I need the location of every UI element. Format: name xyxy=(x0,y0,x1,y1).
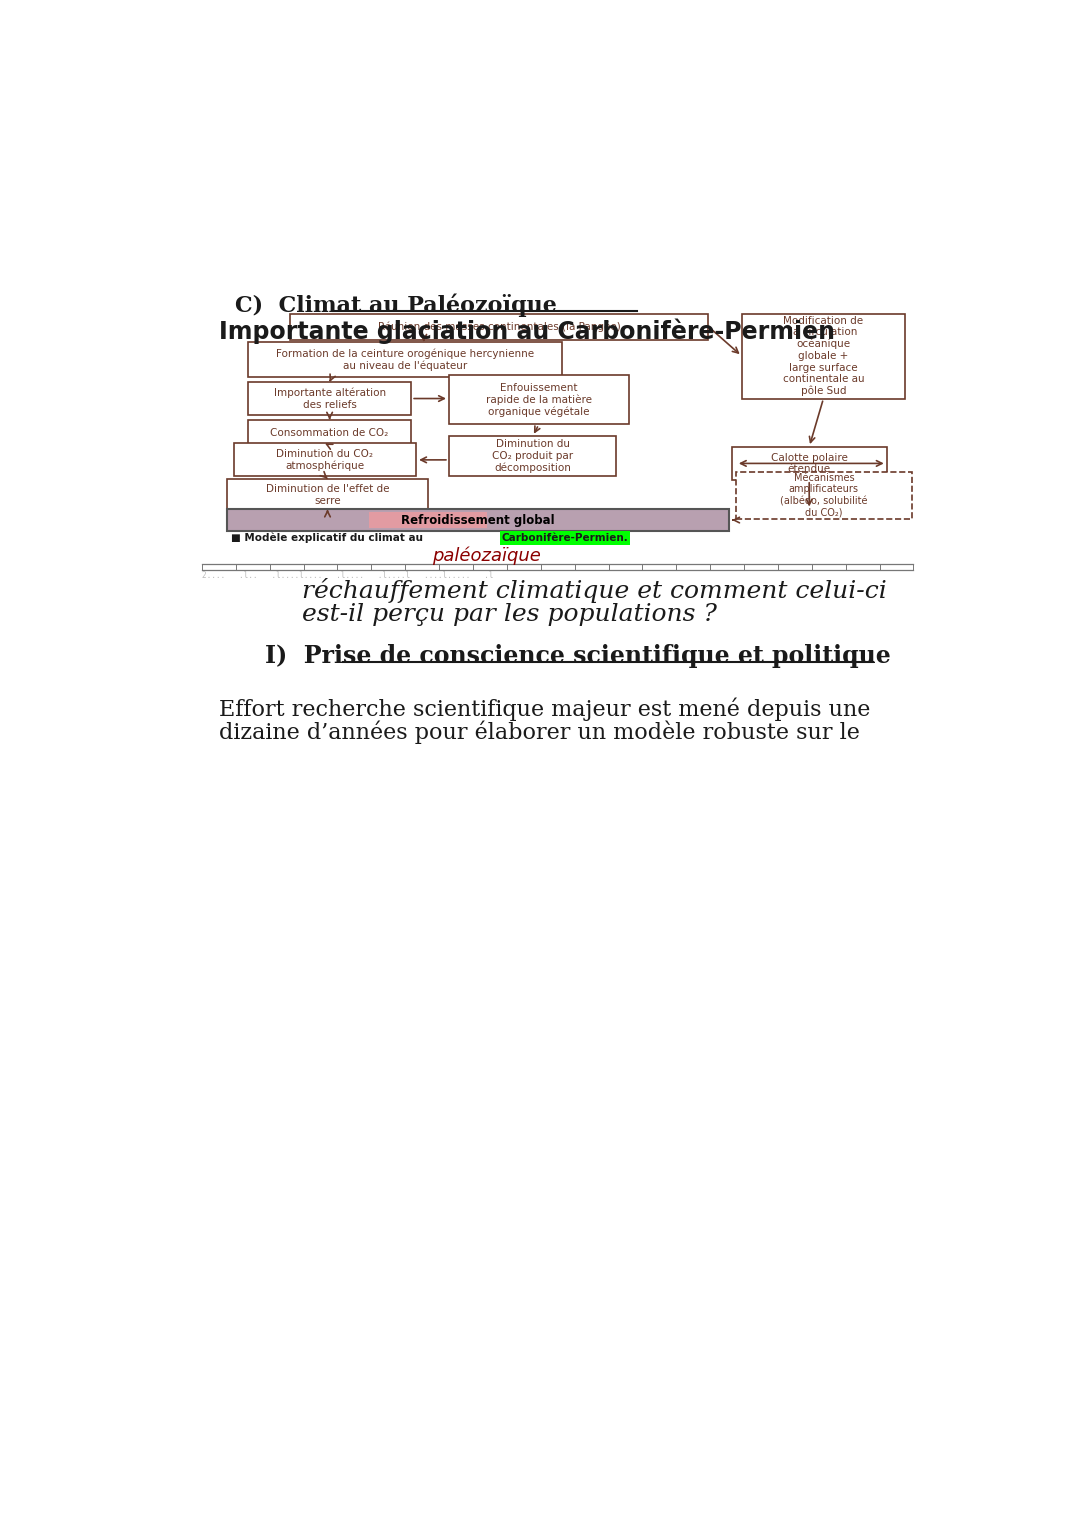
Text: ■ Modèle explicatif du climat au: ■ Modèle explicatif du climat au xyxy=(231,533,427,542)
Text: Diminution du CO₂
atmosphérique: Diminution du CO₂ atmosphérique xyxy=(276,449,374,470)
Text: Refroidissement global: Refroidissement global xyxy=(402,513,555,527)
Text: I)  Prise de conscience scientifique et politique: I) Prise de conscience scientifique et p… xyxy=(265,643,891,668)
Text: Diminution du
CO₂ produit par
décomposition: Diminution du CO₂ produit par décomposit… xyxy=(492,440,573,473)
Text: paléozaïque: paléozaïque xyxy=(432,547,541,565)
Text: C)  Climat au Paléozoïque: C) Climat au Paléozoïque xyxy=(235,294,557,317)
FancyBboxPatch shape xyxy=(227,510,729,530)
Text: est-il perçu par les populations ?: est-il perçu par les populations ? xyxy=(302,604,717,627)
FancyBboxPatch shape xyxy=(449,437,617,476)
Text: Mécanismes
amplificateurs
(albédo, solubilité
du CO₂): Mécanismes amplificateurs (albédo, solub… xyxy=(780,473,867,518)
FancyBboxPatch shape xyxy=(248,381,411,415)
Text: Calotte polaire
étendue: Calotte polaire étendue xyxy=(771,452,848,475)
Text: Modification de
la circulation
océanique
globale +
large surface
continentale au: Modification de la circulation océanique… xyxy=(783,316,864,397)
Text: Enfouissement
rapide de la matière
organique végétale: Enfouissement rapide de la matière organ… xyxy=(486,383,592,417)
Text: réchauffement climatique et comment celui-ci: réchauffement climatique et comment celu… xyxy=(302,578,887,604)
Text: Diminution de l'effet de
serre: Diminution de l'effet de serre xyxy=(266,484,389,506)
FancyBboxPatch shape xyxy=(732,447,887,480)
Text: Importante glaciation au Carbonifère-Permien: Importante glaciation au Carbonifère-Per… xyxy=(218,319,835,345)
FancyBboxPatch shape xyxy=(742,314,905,398)
Text: Carbonifère-Permien.: Carbonifère-Permien. xyxy=(501,533,629,542)
FancyBboxPatch shape xyxy=(289,314,708,340)
Text: Réunion des masses continentales (la Pangée): Réunion des masses continentales (la Pan… xyxy=(378,322,621,332)
FancyBboxPatch shape xyxy=(248,420,411,446)
FancyBboxPatch shape xyxy=(248,342,562,377)
FancyBboxPatch shape xyxy=(735,472,912,519)
FancyBboxPatch shape xyxy=(369,512,486,529)
FancyBboxPatch shape xyxy=(233,443,416,476)
Text: Importante altération
des reliefs: Importante altération des reliefs xyxy=(273,388,386,409)
Text: 2....   .l..   .l....l....   .l....   .l....l   ....l.....   .l: 2.... .l.. .l....l.... .l.... .l....l ..… xyxy=(202,571,494,581)
Text: Effort recherche scientifique majeur est mené depuis une: Effort recherche scientifique majeur est… xyxy=(218,697,870,720)
Text: Consommation de CO₂: Consommation de CO₂ xyxy=(270,427,389,438)
Text: dizaine d’années pour élaborer un modèle robuste sur le: dizaine d’années pour élaborer un modèle… xyxy=(218,720,860,745)
FancyBboxPatch shape xyxy=(227,478,428,512)
Text: Formation de la ceinture orogénique hercynienne
au niveau de l'équateur: Formation de la ceinture orogénique herc… xyxy=(275,348,534,371)
FancyBboxPatch shape xyxy=(449,375,629,424)
